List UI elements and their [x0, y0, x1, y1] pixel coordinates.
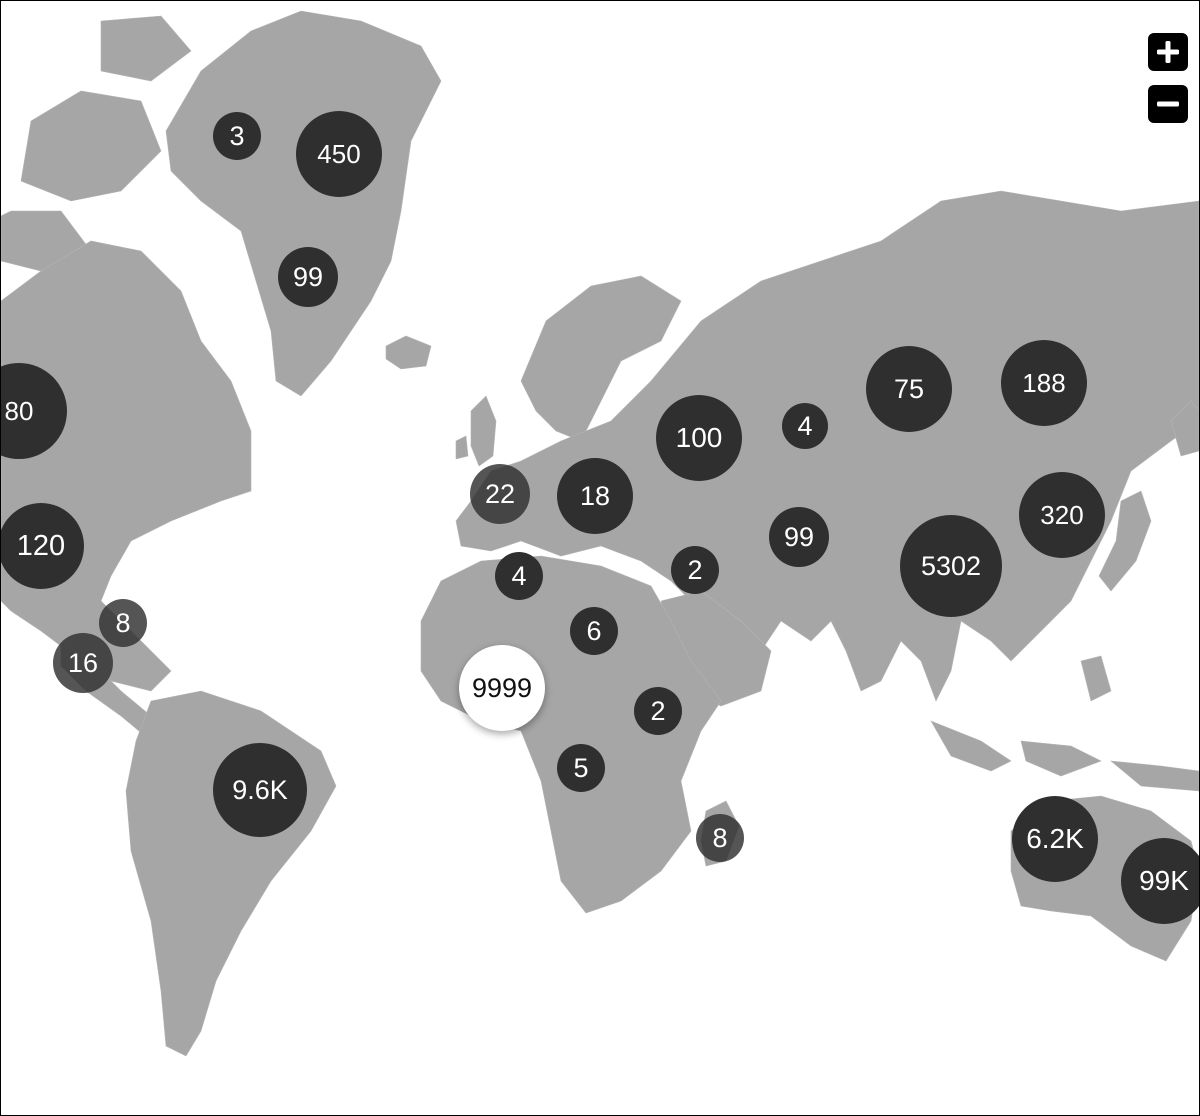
cluster-marker-greenland-east[interactable]: 450	[296, 111, 382, 197]
south-america-shape	[125, 690, 337, 1057]
cluster-count: 4	[511, 560, 527, 591]
cluster-count: 2	[687, 554, 703, 585]
cluster-count: 6.2K	[1026, 823, 1084, 854]
cluster-count: 6	[586, 615, 602, 646]
cluster-marker-australia-west[interactable]: 6.2K	[1012, 796, 1098, 882]
cluster-count: 9.6K	[232, 774, 288, 805]
cluster-marker-brazil[interactable]: 9.6K	[213, 743, 307, 837]
cluster-marker-central-asia[interactable]: 99	[769, 507, 829, 567]
southeast-asia-islands-shape	[930, 655, 1199, 792]
cluster-count: 8	[712, 822, 728, 853]
cluster-marker-australia-east[interactable]: 99K	[1121, 838, 1199, 924]
cluster-count: 3	[229, 120, 245, 151]
cluster-count: 16	[67, 647, 99, 678]
british-isles-shape	[455, 395, 497, 467]
cluster-count: 4	[797, 410, 813, 441]
cluster-marker-middle-east[interactable]: 2	[671, 546, 719, 594]
cluster-count: 5	[573, 752, 589, 783]
cluster-marker-usa[interactable]: 120	[1, 503, 84, 589]
cluster-marker-russia-east[interactable]: 188	[1001, 340, 1087, 426]
greenland-shape	[165, 10, 442, 397]
cluster-count: 5302	[920, 550, 982, 581]
eurasia-shape	[455, 190, 1199, 702]
minus-icon	[1157, 101, 1179, 107]
cluster-marker-greenland-west[interactable]: 3	[213, 112, 261, 160]
cluster-count: 320	[1040, 499, 1084, 530]
cluster-count: 450	[317, 138, 361, 169]
cluster-marker-gulf-of-mexico[interactable]: 8	[99, 599, 147, 647]
japan-shape	[1098, 400, 1199, 592]
cluster-count: 22	[484, 478, 516, 509]
cluster-count: 120	[16, 529, 66, 562]
cluster-marker-east-africa[interactable]: 2	[634, 687, 682, 735]
cluster-marker-western-europe[interactable]: 22	[470, 464, 530, 524]
cluster-marker-russia-west[interactable]: 100	[656, 395, 742, 481]
cluster-count: 100	[675, 422, 723, 453]
cluster-count: 99K	[1139, 865, 1189, 896]
cluster-marker-mexico[interactable]: 16	[53, 633, 113, 693]
cluster-count: 18	[579, 480, 611, 511]
cluster-marker-central-africa[interactable]: 5	[557, 744, 605, 792]
zoom-out-button[interactable]	[1148, 85, 1188, 123]
cluster-count: 8	[115, 607, 131, 638]
cluster-marker-north-africa[interactable]: 4	[495, 552, 543, 600]
cluster-marker-eastern-europe[interactable]: 18	[557, 458, 633, 534]
cluster-marker-madagascar[interactable]: 8	[696, 814, 744, 862]
cluster-count: 188	[1022, 367, 1066, 398]
cluster-count: 75	[893, 373, 925, 404]
cluster-marker-greenland-south[interactable]: 99	[278, 247, 338, 307]
arctic-islands-shape	[1, 15, 192, 272]
cluster-marker-russia-central[interactable]: 4	[782, 403, 828, 449]
plus-icon	[1157, 41, 1179, 63]
cluster-marker-west-africa[interactable]: 9999	[459, 645, 545, 731]
cluster-marker-china[interactable]: 5302	[900, 515, 1002, 617]
zoom-in-button[interactable]	[1148, 33, 1188, 71]
cluster-count: 99	[292, 261, 324, 292]
cluster-marker-sahara[interactable]: 6	[570, 607, 618, 655]
iceland-shape	[385, 335, 432, 370]
cluster-count: 99	[783, 521, 815, 552]
cluster-marker-north-china[interactable]: 320	[1019, 472, 1105, 558]
cluster-marker-russia-siberia[interactable]: 75	[866, 346, 952, 432]
cluster-count: 9999	[471, 672, 533, 703]
scandinavia-shape	[520, 275, 682, 442]
cluster-count: 2	[650, 695, 666, 726]
cluster-count: 80	[4, 395, 34, 426]
